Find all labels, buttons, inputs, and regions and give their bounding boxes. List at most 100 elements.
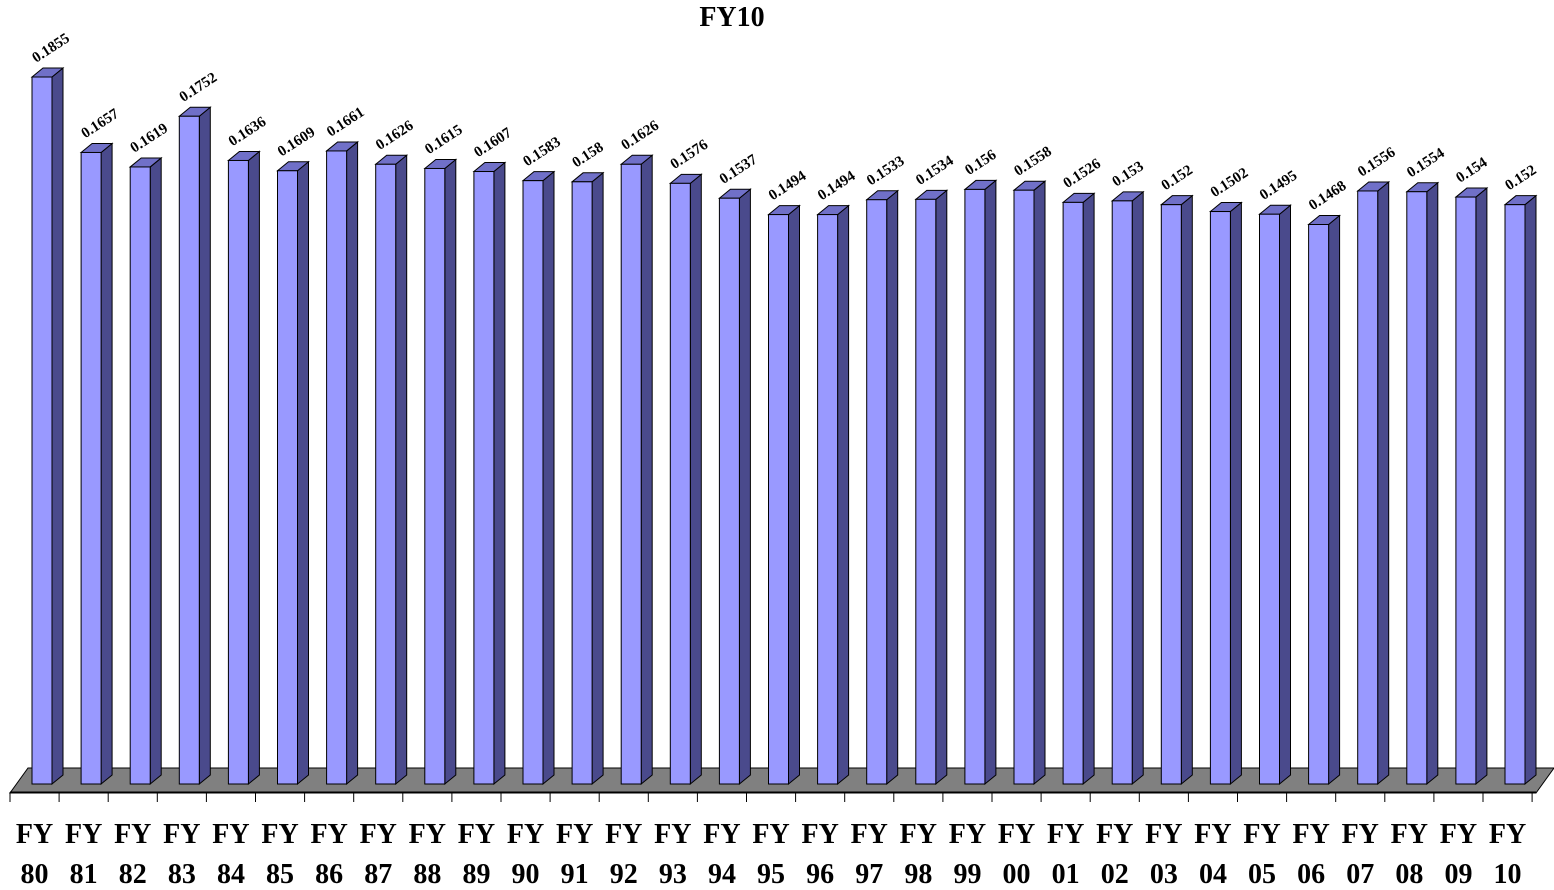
x-tick-label: FY [1194, 819, 1231, 850]
bar-side [1131, 190, 1144, 786]
bar [1503, 194, 1538, 786]
x-tick-label: FY [1342, 819, 1379, 850]
bar [276, 160, 310, 786]
bar [1258, 204, 1292, 786]
bar [226, 150, 261, 786]
bar [767, 204, 801, 786]
data-label: 0.1657 [79, 106, 123, 142]
bar-side [51, 66, 64, 786]
bar-side [542, 170, 555, 786]
x-tick-label: 09 [1444, 859, 1472, 890]
x-tick-label: 87 [364, 859, 392, 890]
bar-side [886, 189, 899, 786]
bar [963, 179, 998, 786]
bar-front [866, 199, 888, 785]
x-tick-label: 07 [1346, 859, 1374, 890]
x-tick-label: 03 [1150, 859, 1178, 890]
bar [1356, 180, 1391, 786]
data-label: 0.1607 [471, 125, 515, 161]
bar [1454, 187, 1489, 786]
data-label: 0.1556 [1355, 144, 1399, 180]
data-label: 0.1558 [1011, 144, 1054, 180]
bar [1208, 201, 1243, 786]
x-tick-label: FY [1096, 819, 1133, 850]
bar [472, 161, 507, 786]
bar [570, 171, 605, 786]
bar-side [1180, 194, 1193, 786]
data-label: 0.1752 [177, 70, 220, 106]
x-tick-label: 02 [1101, 859, 1129, 890]
data-label: 0.1494 [815, 168, 859, 204]
bar-side [689, 173, 702, 786]
x-tick-label: 92 [610, 859, 638, 890]
bar-side [297, 160, 309, 786]
x-tick-label: 90 [512, 859, 540, 890]
bar-front [1455, 196, 1477, 785]
bar-front [473, 171, 495, 785]
x-tick-label: FY [1047, 819, 1084, 850]
bar [1061, 192, 1096, 786]
bar [30, 66, 65, 786]
bar-side [1426, 181, 1439, 786]
bar [1159, 194, 1194, 786]
bar-side [149, 156, 162, 786]
bar-side [444, 158, 457, 786]
bar-side [1524, 194, 1537, 786]
bar [717, 188, 752, 786]
bar-front [1406, 191, 1428, 785]
bar-front [326, 150, 348, 785]
bar-front [522, 180, 544, 785]
bar-front [129, 166, 151, 785]
x-tick-label: FY [212, 819, 249, 850]
x-tick-label: 88 [413, 859, 441, 890]
bar-front [178, 115, 200, 785]
x-tick-label: 84 [217, 859, 245, 890]
bar-front [375, 163, 397, 785]
x-tick-label: FY [360, 819, 397, 850]
data-label: 0.154 [1453, 154, 1490, 186]
bar [865, 189, 900, 786]
bar [1012, 180, 1047, 786]
x-tick-label: FY [409, 819, 446, 850]
bar-front [80, 151, 102, 785]
bar-front [1111, 200, 1133, 785]
bar [128, 156, 163, 786]
data-label: 0.1494 [766, 168, 810, 204]
data-label: 0.1533 [864, 153, 907, 189]
bar-side [640, 154, 653, 786]
x-tick-label: FY [1243, 819, 1280, 850]
data-label: 0.158 [570, 139, 607, 171]
x-tick-label: FY [1292, 819, 1329, 850]
x-tick-label: 81 [70, 859, 98, 890]
x-tick-label: FY [310, 819, 347, 850]
bar-side [493, 161, 506, 786]
bar [325, 140, 360, 786]
x-tick-label: 94 [708, 859, 736, 890]
x-tick-label: 06 [1297, 859, 1325, 890]
x-tick-label: 80 [21, 859, 49, 890]
bar [619, 154, 654, 786]
x-tick-label: FY [1489, 819, 1526, 850]
bar-front [718, 197, 740, 785]
bar-side [1033, 180, 1046, 786]
bar-front [817, 214, 839, 785]
bar-side [591, 171, 604, 786]
data-label: 0.152 [1502, 162, 1539, 194]
data-label: 0.1609 [275, 124, 318, 160]
bar-side [1279, 204, 1291, 786]
bar-front [1209, 211, 1231, 785]
x-tick-label: FY [114, 819, 151, 850]
bar-front [620, 163, 642, 785]
x-tick-label: 93 [659, 859, 687, 890]
x-tick-label: 99 [953, 859, 981, 890]
bar [423, 158, 458, 786]
data-label: 0.1495 [1257, 168, 1300, 204]
data-label: 0.1855 [29, 30, 72, 66]
bar-side [247, 150, 260, 786]
bar-front [1504, 204, 1526, 785]
bar-side [935, 189, 948, 786]
x-tick-label: FY [605, 819, 642, 850]
data-label: 0.1526 [1061, 156, 1105, 192]
bar-side [100, 142, 113, 786]
